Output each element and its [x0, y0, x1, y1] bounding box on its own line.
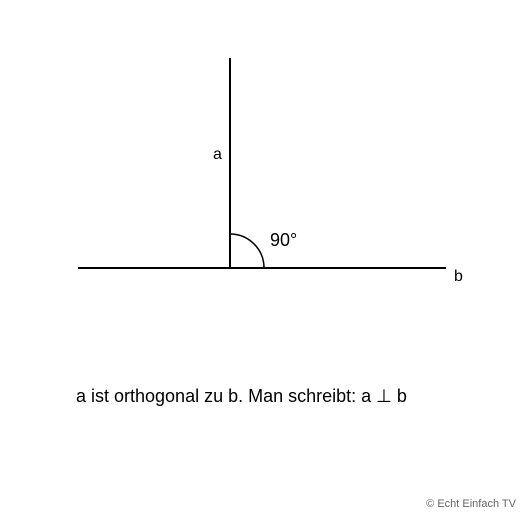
label-b: b: [454, 268, 463, 286]
label-a: a: [213, 146, 222, 164]
perp-symbol: ⊥: [376, 386, 392, 406]
angle-value: 90°: [270, 230, 297, 251]
caption-prefix: a ist orthogonal zu b. Man schreibt: a: [76, 386, 376, 406]
copyright-text: © Echt Einfach TV: [426, 498, 516, 510]
caption-text: a ist orthogonal zu b. Man schreibt: a ⊥…: [76, 386, 407, 407]
geometry-diagram: [0, 0, 528, 518]
angle-arc: [230, 234, 264, 268]
caption-suffix: b: [392, 386, 407, 406]
